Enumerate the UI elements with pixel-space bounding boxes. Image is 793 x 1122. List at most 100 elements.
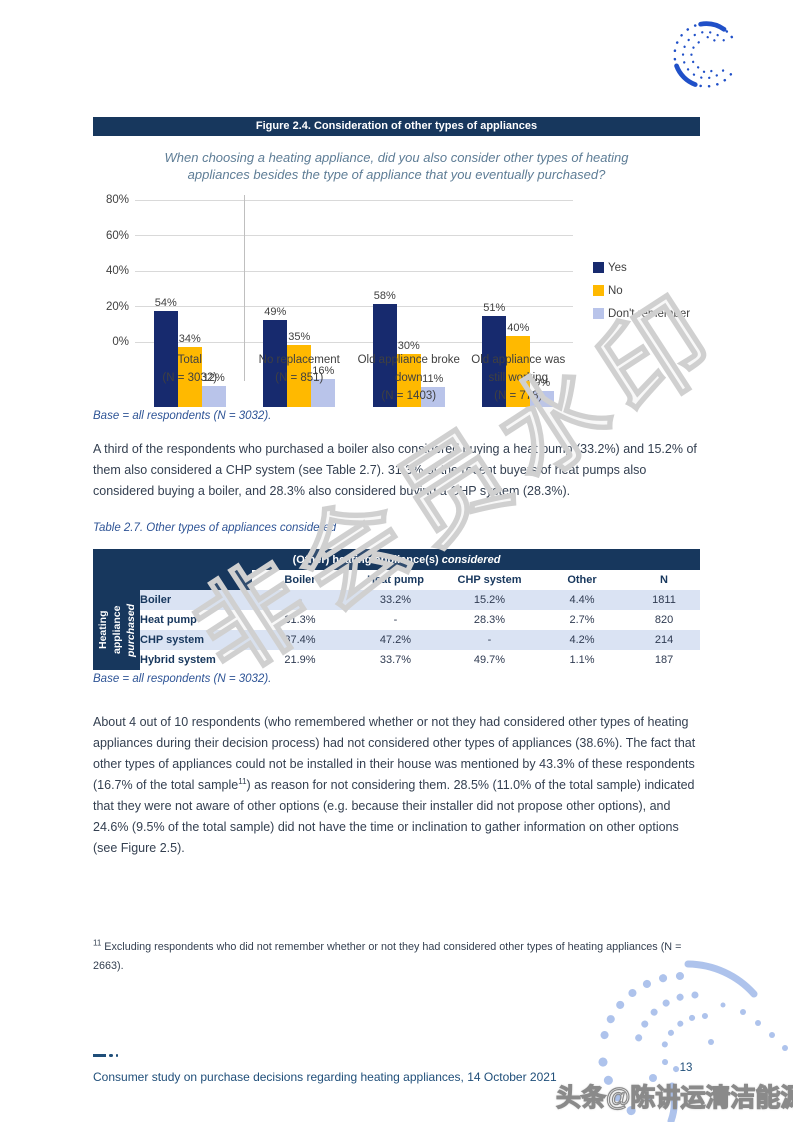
- bar-group: 51% 40% 9%: [464, 265, 574, 407]
- table-main-header-row: (Other) heating appliance(s) considered: [93, 549, 701, 570]
- row-group-label-italic: purchased: [124, 603, 137, 657]
- table-cell: 33.7%: [379, 654, 412, 666]
- legend-item: Don't remember: [593, 305, 690, 322]
- table-cell: 4.2%: [569, 634, 595, 646]
- bar-wrap: 51%: [482, 302, 507, 407]
- body-paragraph-1: A third of the respondents who purchased…: [93, 442, 697, 498]
- bar-value-label: 16%: [312, 364, 335, 377]
- bar-value-label: 58%: [373, 290, 396, 303]
- gridline: [135, 270, 573, 272]
- bar-no: [506, 336, 531, 407]
- chart-legend: Yes No Don't remember: [593, 259, 690, 328]
- bar-value-label: 35%: [288, 330, 311, 343]
- x-axis-category-label: No replacement (N = 851): [245, 351, 355, 387]
- bar-wrap: 40%: [506, 322, 531, 407]
- table-cell: -: [298, 594, 302, 606]
- gridline: [135, 199, 573, 201]
- row-label-chp-system: CHP system: [140, 634, 204, 646]
- footnote-text: Excluding respondents who did not rememb…: [93, 941, 682, 972]
- bar-wrap: 11%: [420, 373, 445, 407]
- row-label-hybrid-system: Hybrid system: [140, 654, 216, 666]
- bar-don-t-remember: [420, 387, 445, 407]
- table-caption: Table 2.7. Other types of appliances con…: [93, 522, 337, 534]
- bar-value-label: 11%: [422, 373, 444, 386]
- bar-value-label: 51%: [483, 302, 506, 315]
- row-label-boiler: Boiler: [140, 594, 172, 606]
- figure-question-text: When choosing a heating appliance, did y…: [164, 150, 629, 182]
- legend-label: Yes: [608, 261, 627, 274]
- x-axis-category-label: Total (N = 3032): [135, 351, 245, 387]
- category-separator-line: [244, 195, 245, 381]
- bar-yes: [263, 320, 288, 407]
- table-cell: 1.1%: [569, 654, 595, 666]
- table-cell: 2.7%: [569, 614, 595, 626]
- footer-dot-icon: [115, 1054, 118, 1057]
- table-cell: 820: [654, 614, 674, 626]
- legend-swatch-don-t-remember: [593, 308, 604, 319]
- paragraph-2-text: ) as reason for not considering them. 28…: [93, 778, 695, 855]
- y-axis-tick-label: 20%: [105, 300, 129, 313]
- col-header-other: Other: [536, 570, 628, 590]
- legend-label: Don't remember: [608, 307, 691, 320]
- bar-wrap: 12%: [201, 371, 226, 407]
- company-logo: [660, 8, 750, 100]
- figure-title-bar: Figure 2.4. Consideration of other types…: [93, 117, 700, 136]
- bar-yes: [153, 311, 178, 407]
- footer-logo-mark: [93, 1053, 121, 1058]
- figure-question: When choosing a heating appliance, did y…: [93, 149, 700, 183]
- bar-value-label: 49%: [264, 306, 287, 319]
- bar-wrap: 34%: [177, 332, 202, 407]
- table-cell: 33.2%: [379, 594, 412, 606]
- row-group-header: Heating appliance purchased: [93, 590, 140, 670]
- dotted-swirl-decoration: [545, 950, 793, 1122]
- y-axis-tick-label: 60%: [105, 229, 129, 242]
- table-cell: 28.3%: [473, 614, 506, 626]
- gridline: [135, 235, 573, 236]
- x-axis-category-n: (N = 1403): [381, 390, 437, 402]
- bar-value-label: 34%: [178, 332, 201, 345]
- table-row: Heat pump 31.3% - 28.3% 2.7% 820: [93, 610, 700, 630]
- paragraph-2-text: About 4 out of 10 respondents (who remem…: [93, 715, 696, 792]
- gridline: [135, 306, 573, 307]
- y-axis-tick-label: 0%: [112, 336, 129, 348]
- table-cell: 1811: [652, 594, 676, 606]
- legend-item: No: [593, 282, 690, 299]
- x-axis-category-n: (N = 778): [494, 390, 543, 402]
- x-axis-category-n: (N = 851): [275, 372, 324, 384]
- bar-value-label: 40%: [507, 322, 530, 334]
- table-main-header-emphasis: considered: [441, 553, 501, 566]
- chart-plot-area: [135, 199, 573, 343]
- bar-group: 54% 34% 12%: [135, 265, 245, 407]
- bar-no: [287, 344, 312, 407]
- col-header-heat-pump: Heat pump: [348, 570, 443, 590]
- page-number: 13: [679, 1062, 693, 1074]
- table-cell: -: [487, 634, 492, 646]
- legend-label: No: [608, 284, 623, 297]
- bottom-watermark: 头条@陈讲运清洁能源: [555, 1083, 793, 1112]
- table-cell: 31.3%: [284, 614, 316, 626]
- legend-item: Yes: [593, 259, 690, 276]
- dotted-c-logo-icon: [673, 21, 734, 88]
- bar-chart: 0% 20% 40% 60% 80% 54% 34% 12% Total (N = 3032) 49…: [93, 192, 700, 407]
- bar-value-label: 54%: [154, 297, 177, 310]
- footnote: 11 Excluding respondents who did not rem…: [93, 938, 705, 976]
- row-label-heat-pump: Heat pump: [140, 614, 197, 626]
- bar-wrap: 35%: [287, 330, 312, 407]
- bar-group: 49% 35% 16%: [245, 265, 355, 407]
- table-corner-cell: [93, 570, 252, 590]
- table-cell: 4.4%: [569, 594, 595, 606]
- footnote-reference: 11: [238, 776, 247, 786]
- bar-wrap: 30%: [396, 340, 421, 407]
- legend-swatch-no: [593, 285, 604, 296]
- chart-base-note: Base = all respondents (N = 3032).: [93, 410, 272, 422]
- table-cell: 47.2%: [379, 634, 412, 646]
- footer-dot-icon: [109, 1053, 113, 1058]
- table-cell: 214: [654, 634, 674, 646]
- body-paragraph-2: About 4 out of 10 respondents (who remem…: [93, 712, 705, 859]
- bar-value-label: 9%: [534, 377, 551, 390]
- bar-value-label: 12%: [202, 371, 225, 384]
- footer-dash-icon: [93, 1053, 106, 1058]
- bar-don-t-remember: [201, 385, 226, 407]
- bar-wrap: 49%: [263, 306, 288, 407]
- x-axis-category-label: Old appliance broke down (N = 1403): [354, 351, 464, 405]
